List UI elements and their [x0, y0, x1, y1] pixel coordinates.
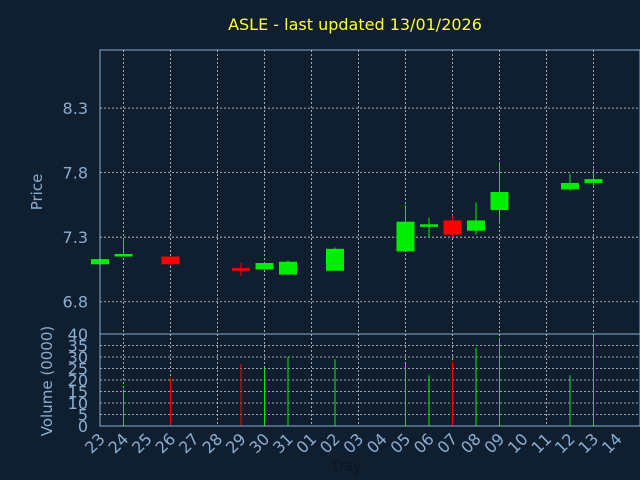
price-tick-label: 6.8	[63, 293, 88, 312]
price-tick-label: 8.3	[63, 99, 88, 118]
candle-body	[490, 192, 509, 211]
volume-grid	[100, 333, 640, 427]
candle-body	[326, 248, 344, 271]
candle-body	[255, 263, 274, 270]
candle-body	[561, 182, 579, 190]
volume-tick-label: 30	[68, 348, 88, 367]
volume-tick-label: 35	[68, 337, 88, 356]
x-axis-label: Day	[332, 457, 362, 475]
volume-tick-label: 15	[68, 383, 88, 402]
chart-title: ASLE - last updated 13/01/2026	[228, 15, 482, 34]
candle-body	[443, 220, 462, 235]
candle-body	[161, 256, 180, 265]
volume-tick-label: 40	[68, 325, 88, 344]
x-axis-ticks: 2324252627282930310102030405060708091011…	[81, 429, 626, 457]
candle-body	[114, 253, 133, 257]
price-tick-label: 7.8	[63, 164, 88, 183]
price-panel-frame	[99, 49, 640, 335]
candle-body	[584, 179, 603, 183]
price-grid	[100, 50, 640, 334]
volume-panel-frame	[99, 333, 640, 427]
volume-axis-label: Volume (0000)	[38, 326, 56, 436]
volume-tick-label: 20	[68, 371, 88, 390]
candle-body	[279, 261, 297, 275]
candles	[91, 162, 603, 276]
volume-tick-label: 5	[78, 406, 88, 425]
candle-body	[232, 268, 250, 271]
volume-tick-label: 10	[68, 394, 88, 413]
price-axis-label: Price	[28, 174, 46, 211]
price-tick-label: 7.3	[63, 228, 88, 247]
volume-tick-label: 25	[68, 360, 88, 379]
candle-body	[467, 220, 485, 231]
volume-tick-label: 0	[78, 417, 88, 436]
volume-bars	[123, 334, 594, 426]
x-tick-label: 14	[598, 429, 626, 457]
candle-body	[396, 221, 415, 252]
candle-body	[420, 224, 438, 227]
price-axis-ticks: 6.8 7.3 7.8 8.3	[63, 99, 88, 312]
